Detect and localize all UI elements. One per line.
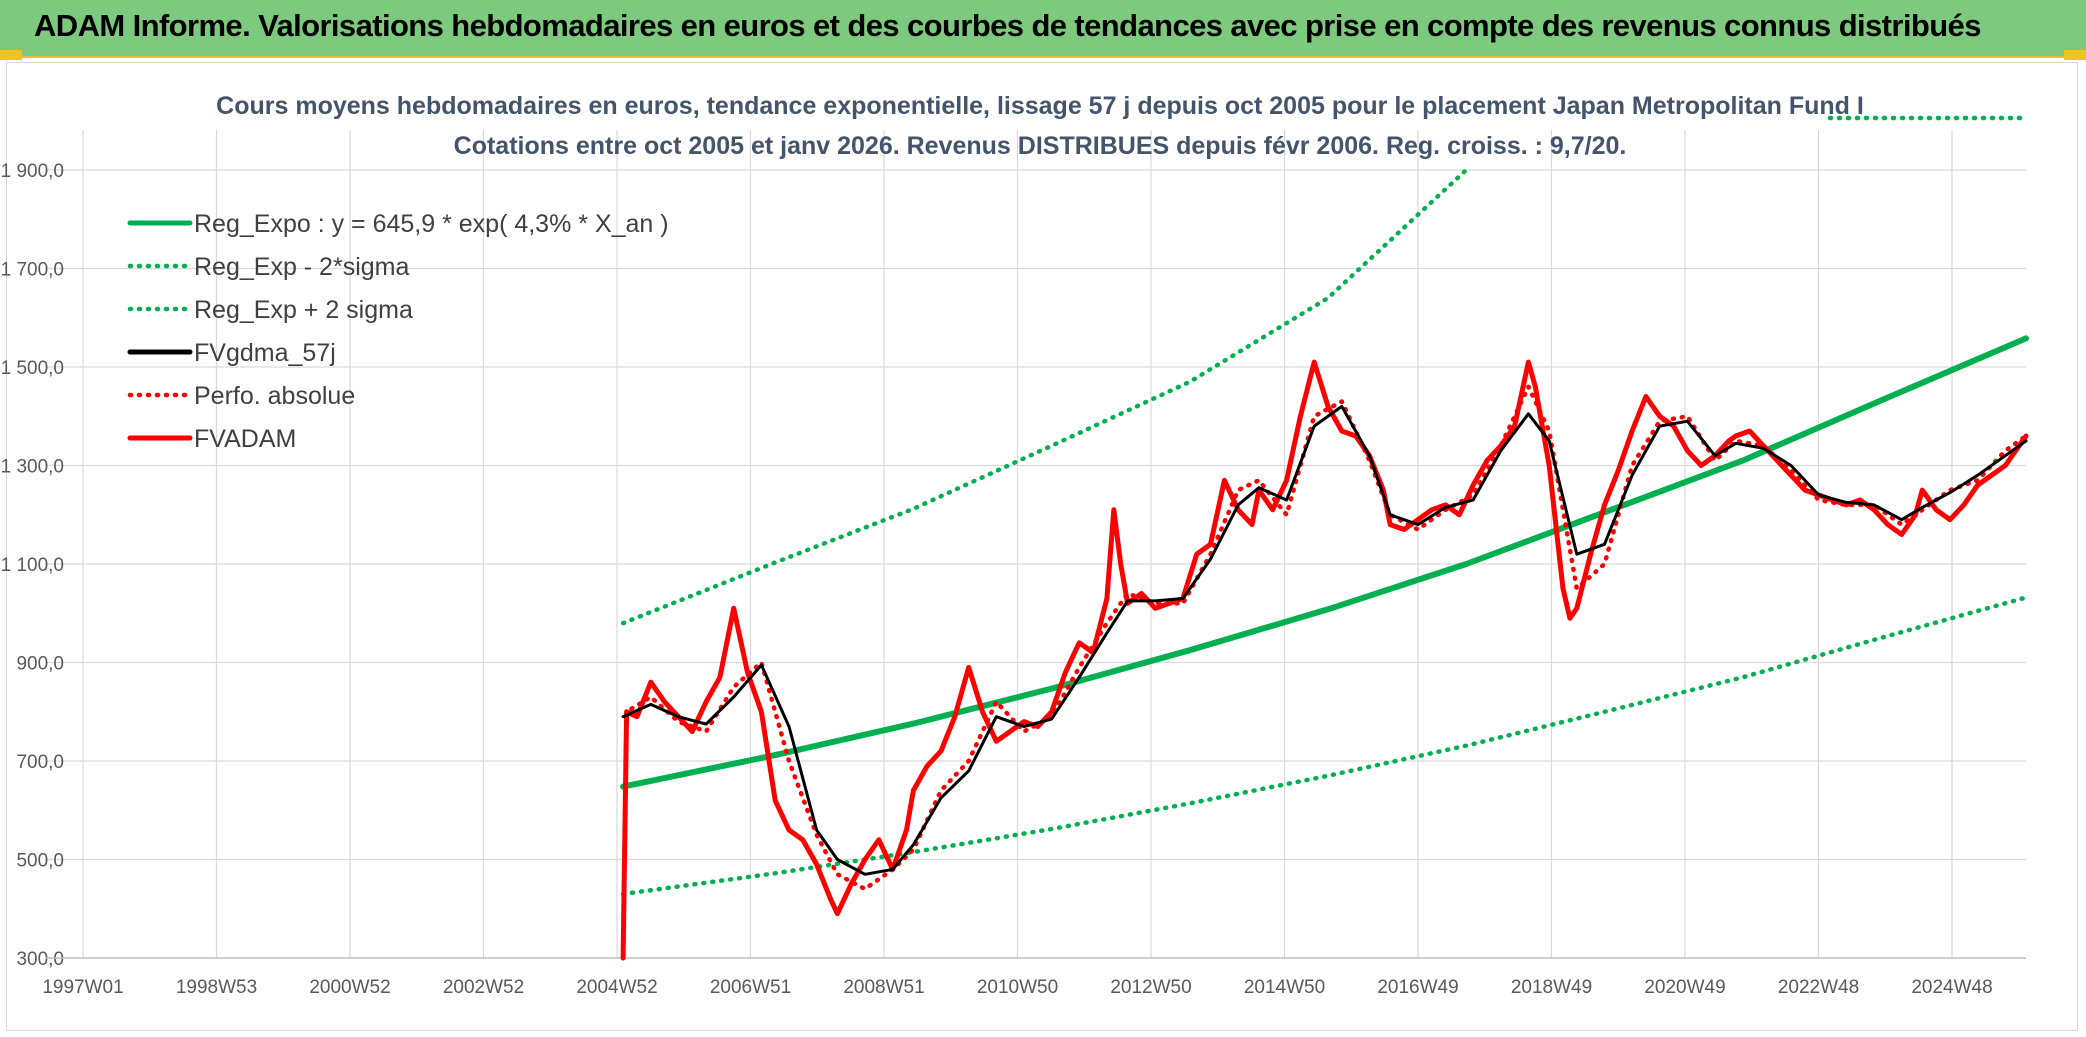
x-tick-label: 2002W52: [443, 977, 524, 998]
y-tick-label: 1 500,0: [1, 358, 64, 379]
x-tick-label: 2018W49: [1511, 977, 1592, 998]
series-line-reg_expo: [620, 335, 2029, 790]
y-tick-label: 300,0: [16, 949, 64, 970]
header-banner: ADAM Informe. Valorisations hebdomadaire…: [0, 0, 2086, 58]
y-tick-label: 1 100,0: [1, 555, 64, 576]
x-tick-label: 2014W50: [1244, 977, 1325, 998]
x-tick-label: 2008W51: [843, 977, 924, 998]
y-tick-label: 1 700,0: [1, 260, 64, 281]
series-line-fvadam: [620, 359, 2029, 961]
x-tick-label: 2022W48: [1778, 977, 1859, 998]
y-tick-label: 500,0: [16, 851, 64, 872]
legend-label: Reg_Exp - 2*sigma: [194, 253, 409, 281]
grid-layer: [45, 130, 2026, 959]
y-tick-label: 1 300,0: [1, 457, 64, 478]
chart-frame: [6, 62, 2078, 1031]
corner-marker-right: [2064, 50, 2086, 60]
chart-title-line-1: Cours moyens hebdomadaires en euros, ten…: [216, 92, 1864, 120]
series-line-reg_exp: [620, 167, 1469, 626]
banner-title: ADAM Informe. Valorisations hebdomadaire…: [34, 8, 1981, 43]
legend-label: Reg_Exp + 2 sigma: [194, 296, 413, 324]
legend: Reg_Expo : y = 645,9 * exp( 4,3% * X_an …: [127, 210, 669, 453]
x-tick-label: 2012W50: [1110, 977, 1191, 998]
x-tick-label: 2016W49: [1377, 977, 1458, 998]
legend-label: FVADAM: [194, 425, 296, 453]
y-tick-label: 1 900,0: [1, 161, 64, 182]
chart-title-line-2: Cotations entre oct 2005 et janv 2026. R…: [454, 132, 1627, 160]
y-tick-label: 700,0: [16, 752, 64, 773]
series-line-perfo: [620, 384, 2029, 961]
axis-layer: 300,0 500,0 700,0 900,0 1 100,0 1 300,0 1 500,…: [1, 161, 2026, 998]
corner-marker-left: [0, 50, 22, 60]
x-tick-label: 2004W52: [576, 977, 657, 998]
x-tick-label: 2020W49: [1644, 977, 1725, 998]
y-tick-label: 900,0: [16, 654, 64, 675]
legend-label: Perfo. absolue: [194, 382, 355, 410]
x-tick-label: 2024W48: [1911, 977, 1992, 998]
x-tick-label: 2000W52: [309, 977, 390, 998]
legend-label: FVgdma_57j: [194, 339, 336, 367]
x-tick-label: 2006W51: [710, 977, 791, 998]
series-line-reg_exp: [620, 595, 2029, 897]
series-line-fvgdma_57j: [621, 404, 2028, 876]
legend-label: Reg_Expo : y = 645,9 * exp( 4,3% * X_an …: [194, 210, 669, 238]
x-tick-label: 2010W50: [977, 977, 1058, 998]
x-tick-label: 1998W53: [176, 977, 257, 998]
x-tick-label: 1997W01: [42, 977, 123, 998]
series-layer: [620, 115, 2029, 961]
